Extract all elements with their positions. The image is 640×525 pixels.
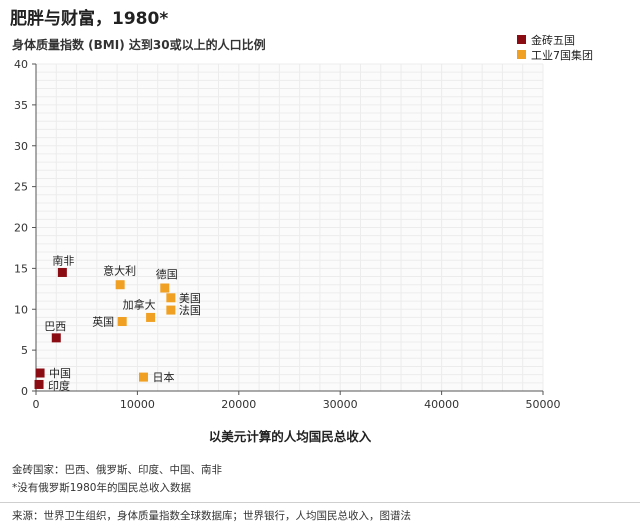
y-tick-label: 40 [14, 58, 28, 71]
note-members: 金砖国家：巴西、俄罗斯、印度、中国、南非 [12, 464, 222, 476]
legend-label-g7: 工业7国集团 [531, 48, 593, 62]
data-point-label: 加拿大 [123, 297, 156, 311]
legend: 金砖五国 工业7国集团 [517, 32, 593, 62]
legend-item-brics: 金砖五国 [517, 32, 593, 47]
x-axis-title: 以美元计算的人均国民总收入 [209, 429, 372, 444]
y-tick-label: 35 [14, 99, 28, 112]
x-tick-label: 40000 [424, 398, 459, 411]
y-tick-label: 30 [14, 140, 28, 153]
legend-swatch-g7 [517, 50, 526, 59]
legend-label-brics: 金砖五国 [531, 33, 575, 47]
data-point-marker [57, 267, 67, 277]
y-tick-label: 20 [14, 222, 28, 235]
source-note: 来源：世界卫生组织，身体质量指数全球数据库；世界银行，人均国民总收入，图谱法 [12, 510, 411, 522]
x-tick-label: 20000 [221, 398, 256, 411]
data-point-label: 美国 [179, 292, 201, 305]
divider [0, 502, 640, 503]
data-point-label: 中国 [49, 367, 71, 380]
chart-subtitle: 身体质量指数 (BMI) 达到30或以上的人口比例 [12, 38, 266, 52]
data-point-marker [138, 372, 148, 382]
data-point-marker [115, 280, 125, 290]
data-point-marker [117, 317, 127, 327]
legend-item-g7: 工业7国集团 [517, 47, 593, 62]
data-point-marker [166, 305, 176, 315]
y-tick-label: 5 [21, 344, 28, 357]
data-point-label: 法国 [179, 303, 201, 317]
data-point-marker [166, 293, 176, 303]
data-point-label: 日本 [152, 370, 174, 384]
x-tick-label: 10000 [120, 398, 155, 411]
data-point-label: 英国 [92, 315, 114, 329]
legend-swatch-brics [517, 35, 526, 44]
note-asterisk: *没有俄罗斯1980年的国民总收入数据 [12, 482, 191, 494]
data-point-label: 南非 [52, 254, 74, 267]
y-tick-label: 0 [21, 385, 28, 398]
x-tick-label: 30000 [323, 398, 358, 411]
y-tick-label: 25 [14, 181, 28, 194]
chart-title: 肥胖与财富，1980* [10, 9, 169, 29]
data-point-label: 印度 [48, 378, 70, 392]
data-point-marker [51, 333, 61, 343]
data-point-marker [146, 312, 156, 322]
axes: 0 5 10 15 20 25 30 35 40 0 10000 20000 30000 40000 500… [14, 58, 561, 411]
x-tick-label: 50000 [526, 398, 561, 411]
y-tick-label: 10 [14, 303, 28, 316]
grid [35, 63, 544, 392]
y-tick-label: 15 [14, 262, 28, 275]
data-point-label: 巴西 [44, 320, 66, 333]
data-point-marker [160, 283, 170, 293]
data-point-label: 意大利 [103, 264, 136, 278]
data-point-marker [35, 368, 45, 378]
data-point-label: 德国 [156, 267, 178, 281]
data-point-marker [34, 379, 44, 389]
x-tick-label: 0 [33, 398, 40, 411]
